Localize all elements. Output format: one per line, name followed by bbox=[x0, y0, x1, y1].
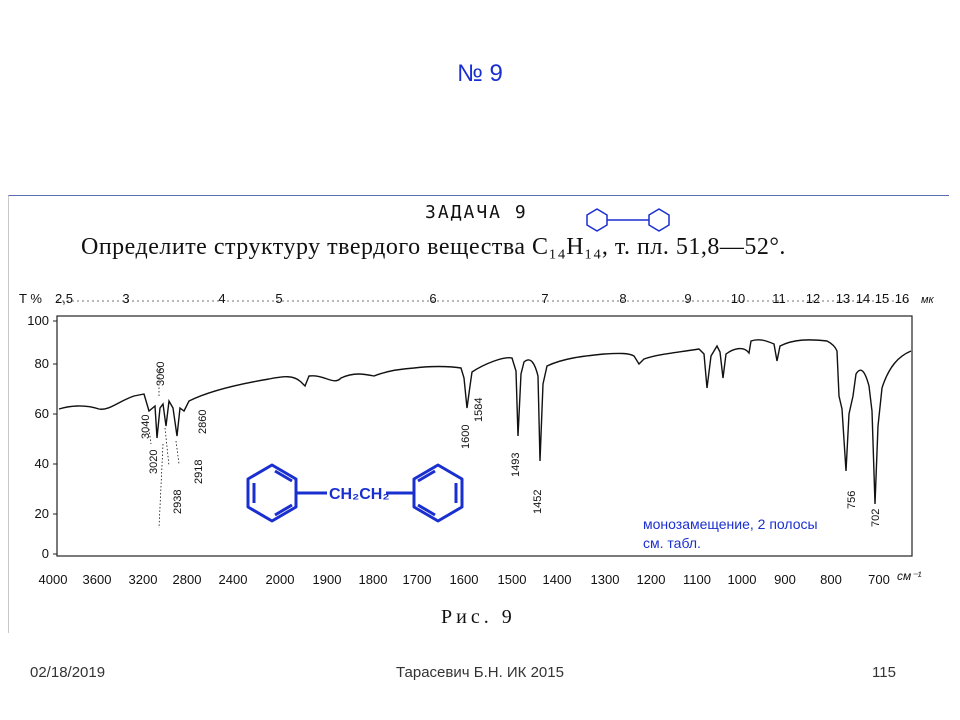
slide-title: № 9 bbox=[457, 60, 503, 87]
y-axis-label: T % bbox=[19, 291, 42, 306]
peak-label: 2938 bbox=[172, 490, 184, 514]
top-tick: 2,5 bbox=[55, 291, 73, 306]
bottom-tick: 1300 bbox=[591, 572, 620, 587]
bottom-tick: 1600 bbox=[450, 572, 479, 587]
ir-spectrum-figure: 100 80 60 40 20 0 T % 2,5 3 4 5 6 7 8 9 … bbox=[19, 208, 935, 587]
dibenzyl-structure bbox=[246, 463, 464, 523]
top-tick: 5 bbox=[275, 291, 282, 306]
top-tick: 9 bbox=[684, 291, 691, 306]
bottom-tick: 2400 bbox=[219, 572, 248, 587]
task-question: Определите структуру твердого вещества C… bbox=[81, 234, 786, 260]
annotation-note: монозамещение, 2 полосы см. табл. bbox=[643, 515, 818, 553]
bottom-tick: 1100 bbox=[683, 572, 711, 587]
task-heading: ЗАДАЧА 9 bbox=[425, 202, 528, 223]
y-tick-0: 0 bbox=[42, 546, 49, 561]
top-tick: 8 bbox=[619, 291, 626, 306]
top-tick: 7 bbox=[541, 291, 548, 306]
bottom-tick: 3600 bbox=[83, 572, 112, 587]
y-tick-60: 60 bbox=[35, 406, 49, 421]
peak-label: 3020 bbox=[148, 450, 160, 474]
top-tick: 13 bbox=[836, 291, 850, 306]
bottom-tick: 1700 bbox=[403, 572, 432, 587]
top-tick: 6 bbox=[429, 291, 436, 306]
top-tick: 15 bbox=[875, 291, 889, 306]
peak-label: 2918 bbox=[193, 460, 205, 484]
top-tick: 4 bbox=[218, 291, 225, 306]
plot-frame bbox=[56, 315, 913, 557]
small-structure-icon bbox=[586, 208, 670, 232]
top-tick: 14 bbox=[856, 291, 870, 306]
y-tick-80: 80 bbox=[35, 356, 49, 371]
top-tick: 3 bbox=[122, 291, 129, 306]
footer-author: Тарасевич Б.Н. ИК 2015 bbox=[396, 664, 564, 681]
bottom-tick: 1200 bbox=[637, 572, 666, 587]
bottom-tick: 800 bbox=[820, 572, 842, 587]
peak-label: 1493 bbox=[510, 453, 522, 477]
ir-spectrum-trace bbox=[58, 339, 912, 505]
peak-label: 1452 bbox=[532, 490, 544, 514]
top-tick: 16 bbox=[895, 291, 909, 306]
scanned-spectrum-panel: ЗАДАЧА 9 Определите структуру твердого в… bbox=[8, 195, 949, 633]
peak-label: 1584 bbox=[473, 398, 485, 422]
bottom-tick: 2800 bbox=[173, 572, 202, 587]
figure-caption: Рис. 9 bbox=[441, 606, 516, 628]
bottom-tick: 1500 bbox=[498, 572, 527, 587]
top-axis-unit: мк bbox=[921, 294, 935, 306]
bottom-tick: 4000 bbox=[39, 572, 68, 587]
peak-label: 2860 bbox=[197, 410, 209, 434]
y-tick-40: 40 bbox=[35, 456, 49, 471]
bottom-tick: 1800 bbox=[359, 572, 388, 587]
bottom-tick: 700 bbox=[868, 572, 890, 587]
annotation-line-2: см. табл. bbox=[643, 535, 701, 551]
bottom-tick: 2000 bbox=[266, 572, 295, 587]
bottom-tick: 3200 bbox=[129, 572, 158, 587]
structure-linker-label: CH₂CH₂ bbox=[329, 486, 389, 503]
bottom-tick: 1900 bbox=[313, 572, 342, 587]
footer-page-number: 115 bbox=[872, 664, 896, 681]
footer-date: 02/18/2019 bbox=[30, 664, 106, 681]
bottom-axis-unit: см⁻¹ bbox=[897, 569, 922, 583]
y-tick-20: 20 bbox=[35, 506, 49, 521]
peak-label: 1600 bbox=[460, 425, 472, 449]
top-tick: 11 bbox=[772, 291, 786, 306]
top-tick: 10 bbox=[731, 291, 745, 306]
top-tick: 12 bbox=[806, 291, 820, 306]
y-tick-100: 100 bbox=[27, 313, 49, 328]
peak-label: 3060 bbox=[155, 362, 167, 386]
peak-label: 702 bbox=[870, 509, 882, 527]
peak-label: 756 bbox=[846, 491, 858, 509]
annotation-line-1: монозамещение, 2 полосы bbox=[643, 516, 818, 532]
bottom-tick: 1000 bbox=[728, 572, 757, 587]
bottom-tick: 900 bbox=[774, 572, 796, 587]
bottom-tick: 1400 bbox=[543, 572, 572, 587]
peak-label: 3040 bbox=[140, 415, 152, 439]
